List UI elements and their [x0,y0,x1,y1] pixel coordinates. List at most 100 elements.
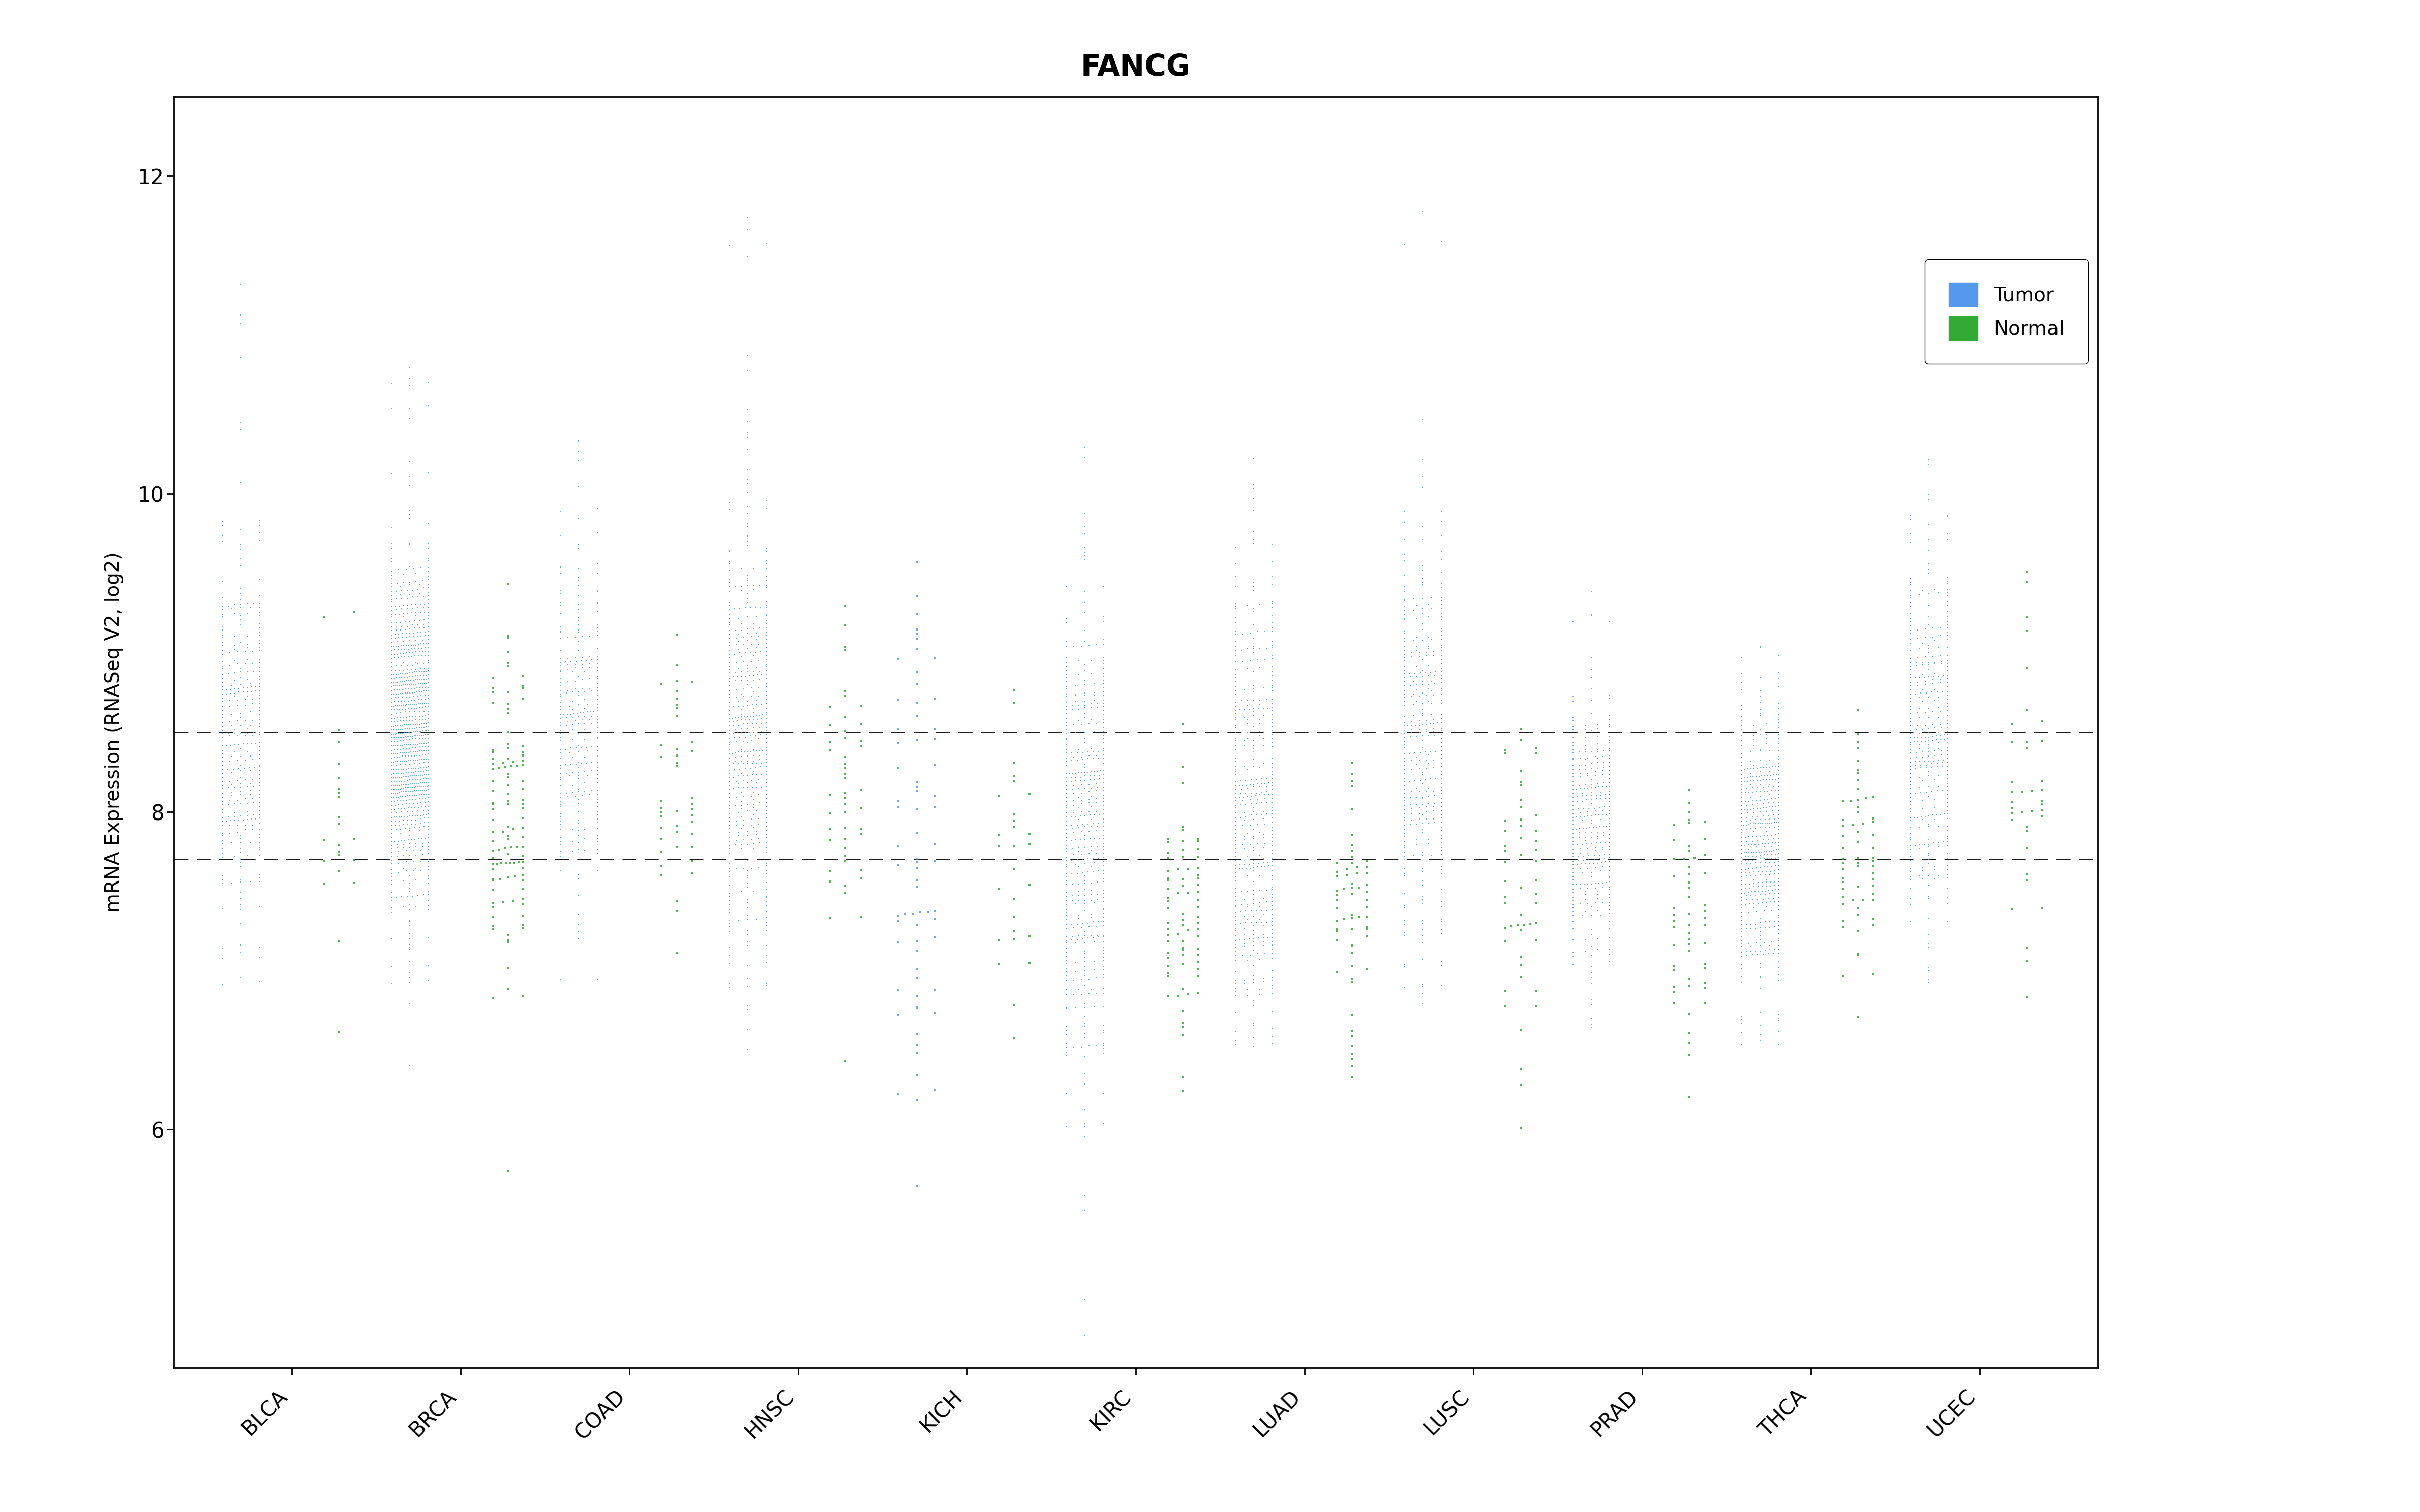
Point [1730,780,1769,804]
Point [748,596,786,620]
Point [1084,708,1123,732]
Point [1234,939,1273,963]
Point [578,652,617,676]
Point [203,821,242,845]
Point [1583,803,1621,827]
Point [1150,841,1188,865]
Point [1500,717,1539,741]
Point [733,880,772,904]
Point [547,680,586,705]
Point [382,788,421,812]
Point [578,767,617,791]
Point [390,744,428,768]
Point [1058,995,1096,1019]
Point [1084,1111,1123,1136]
Point [1254,590,1292,614]
Point [409,640,448,664]
Point [578,688,617,712]
Point [378,733,416,758]
Point [1670,835,1709,859]
Point [1670,1001,1709,1025]
Point [1048,738,1087,762]
Point [1246,889,1285,913]
Point [1750,850,1788,874]
Point [378,726,416,750]
Point [578,496,617,520]
Point [1079,691,1118,715]
Point [1900,673,1938,697]
Point [1413,644,1452,668]
Point [1316,928,1355,953]
Point [673,792,711,816]
Point [1745,815,1784,839]
Point [1048,854,1087,878]
Point [1909,665,1948,689]
Point [658,940,697,965]
Point [1834,813,1873,838]
Point [1730,857,1769,881]
Point [1929,791,1967,815]
Point [728,922,767,947]
Point [378,653,416,677]
Point [1215,869,1254,894]
Point [1058,853,1096,877]
Point [1759,913,1798,937]
Point [409,888,448,912]
Point [404,798,443,823]
Point [399,798,438,823]
Point [811,816,849,841]
Point [375,685,414,709]
Point [714,597,753,621]
Point [1909,448,1948,472]
Point [716,770,755,794]
Point [392,756,431,780]
Point [1735,753,1774,777]
Point [1738,931,1776,956]
Point [1254,532,1292,556]
Point [390,665,428,689]
Point [748,640,786,664]
Point [1384,862,1423,886]
Point [1077,800,1116,824]
Point [1249,767,1287,791]
Point [373,618,411,643]
Point [1234,993,1273,1018]
Point [1909,552,1948,576]
Point [1423,824,1462,848]
Point [240,659,278,683]
Point [1754,886,1793,910]
Point [728,659,767,683]
Point [721,832,760,856]
Point [1058,748,1096,773]
Point [915,978,953,1002]
Point [728,637,767,661]
Point [1348,918,1387,942]
Point [1909,971,1948,995]
Point [1745,835,1784,859]
Point [1404,702,1442,726]
Point [1655,992,1694,1016]
Point [1890,565,1929,590]
Point [980,783,1019,807]
Point [1670,871,1709,895]
Point [842,857,881,881]
Point [719,638,757,662]
Point [380,714,419,738]
Point [1413,670,1452,694]
Point [1905,768,1943,792]
Point [1563,844,1602,868]
Point [641,797,680,821]
Point [404,750,443,774]
Point [387,621,426,646]
Point [540,729,578,753]
Point [1921,668,1960,692]
Point [578,655,617,679]
Point [1914,712,1953,736]
Point [1575,776,1614,800]
Point [559,903,598,927]
Point [402,767,440,791]
Point [373,655,411,679]
Point [1048,732,1087,756]
Point [1929,824,1967,848]
Point [1747,820,1786,844]
